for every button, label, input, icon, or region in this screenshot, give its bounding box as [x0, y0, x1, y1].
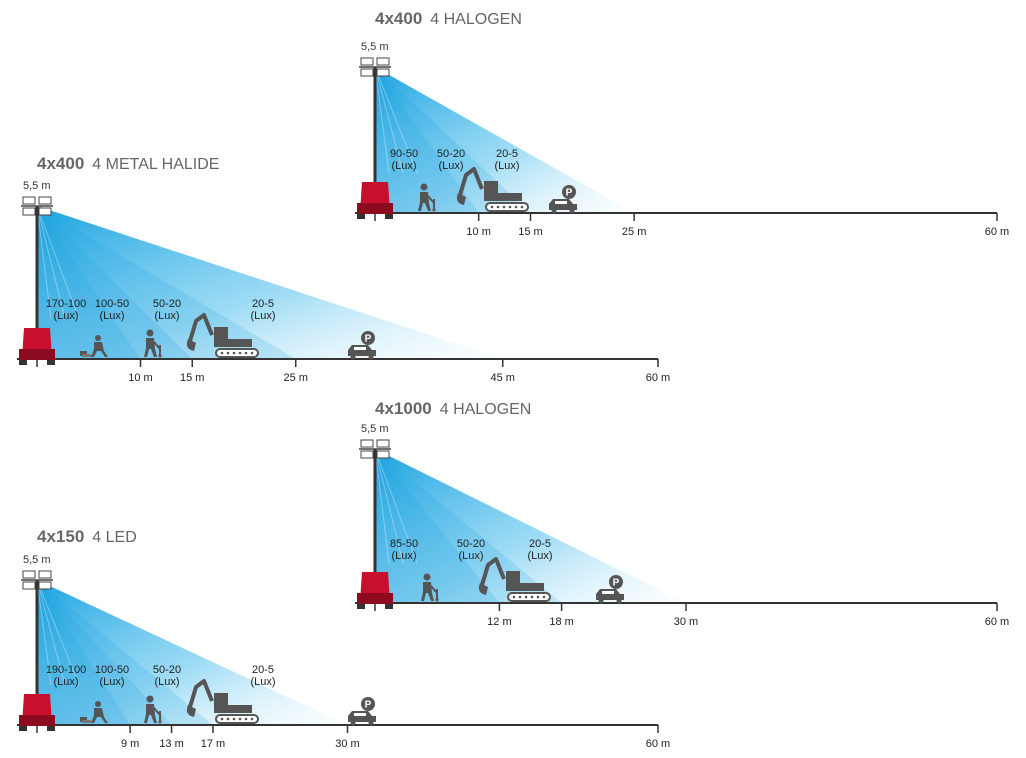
beam-ray [374, 66, 418, 174]
beam-ray [36, 579, 80, 686]
parking-car-icon [348, 697, 376, 726]
lux-unit: (Lux) [438, 160, 463, 172]
beam-zone [37, 580, 213, 725]
diagrams-root: 4x400 4 HALOGEN 5,5 m 10 m 15 m 25 m 60 m 90-50… [17, 9, 1009, 750]
distance-label: 25 m [622, 226, 646, 238]
lux-range: 85-50 [390, 538, 418, 550]
light-tower-icon [19, 694, 55, 731]
beam-zone [37, 206, 193, 359]
lux-range: 190-100 [46, 664, 86, 676]
distance-label: 25 m [284, 372, 308, 384]
lux-range: 20-5 [252, 298, 274, 310]
mast-height-label: 5,5 m [23, 554, 51, 566]
lux-range: 100-50 [95, 664, 129, 676]
distance-label: 9 m [121, 738, 139, 750]
beam-ray [374, 66, 390, 174]
diagram-halogen-1000: 4x1000 4 HALOGEN 5,5 m 12 m 18 m 30 m 60 m 85-5… [355, 399, 1009, 628]
lux-unit: (Lux) [53, 310, 78, 322]
distance-label: 60 m [985, 226, 1009, 238]
distance-label: 45 m [491, 372, 515, 384]
distance-label: 10 m [466, 226, 490, 238]
beam-zone [375, 67, 531, 213]
distance-label: 30 m [674, 616, 698, 628]
lux-range: 20-5 [252, 664, 274, 676]
distance-label: 60 m [985, 616, 1009, 628]
light-beam [37, 580, 348, 725]
diagram-led-150: 4x150 4 LED 5,5 m 9 m 13 m 17 m 30 m 60 m 190-10… [17, 527, 670, 750]
distance-label: 17 m [201, 738, 225, 750]
lux-unit: (Lux) [154, 676, 179, 688]
diagram-halogen-400: 4x400 4 HALOGEN 5,5 m 10 m 15 m 25 m 60 m 90-50… [355, 9, 1009, 238]
distance-label: 30 m [335, 738, 359, 750]
title-power: 4x150 [37, 527, 84, 546]
distance-label: 60 m [646, 738, 670, 750]
diagram-title: 4x1000 4 HALOGEN [375, 399, 531, 418]
light-beam [37, 206, 503, 359]
beam-zone [37, 206, 141, 359]
lux-range: 170-100 [46, 298, 86, 310]
beam-zone [375, 449, 562, 603]
beam-ray [36, 205, 52, 320]
beam-ray [36, 579, 52, 686]
title-power: 4x400 [37, 154, 84, 173]
lux-range: 100-50 [95, 298, 129, 310]
lux-unit: (Lux) [250, 676, 275, 688]
lux-unit: (Lux) [154, 310, 179, 322]
beam-ray [374, 66, 404, 174]
lux-unit: (Lux) [53, 676, 78, 688]
diagram-metal-halide-400: 4x400 4 METAL HALIDE 5,5 m 10 m 15 m 25 m 45 m… [17, 154, 670, 384]
beam-ray [374, 448, 404, 564]
lux-unit: (Lux) [250, 310, 275, 322]
distance-label: 10 m [128, 372, 152, 384]
lux-unit: (Lux) [99, 676, 124, 688]
lux-unit: (Lux) [458, 550, 483, 562]
lux-unit: (Lux) [391, 160, 416, 172]
distance-label: 60 m [646, 372, 670, 384]
beam-ray [36, 205, 66, 320]
lux-range: 20-5 [529, 538, 551, 550]
beam-zone [375, 449, 500, 603]
diagram-title: 4x400 4 METAL HALIDE [37, 154, 219, 173]
lux-range: 50-20 [457, 538, 485, 550]
lux-range: 90-50 [390, 148, 418, 160]
beam-ray [374, 448, 390, 564]
distance-label: 15 m [518, 226, 542, 238]
title-power: 4x400 [375, 9, 422, 28]
light-tower-icon [357, 572, 393, 609]
diagram-title: 4x150 4 LED [37, 527, 137, 546]
lux-range: 20-5 [496, 148, 518, 160]
beam-zone [37, 580, 172, 725]
light-beam [375, 67, 635, 213]
beam-ray [36, 205, 80, 320]
title-lamp-type: 4 LED [92, 529, 136, 546]
beam-zone [37, 580, 131, 725]
mast-height-label: 5,5 m [23, 180, 51, 192]
light-beam [375, 449, 686, 603]
distance-label: 15 m [180, 372, 204, 384]
distance-label: 13 m [159, 738, 183, 750]
lux-range: 50-20 [153, 298, 181, 310]
title-lamp-type: 4 METAL HALIDE [92, 156, 219, 173]
title-lamp-type: 4 HALOGEN [430, 11, 522, 28]
lux-unit: (Lux) [494, 160, 519, 172]
light-tower-icon [357, 182, 393, 219]
light-tower-icon [19, 328, 55, 365]
distance-label: 18 m [549, 616, 573, 628]
lux-range: 50-20 [153, 664, 181, 676]
beam-ray [36, 579, 66, 686]
mast-height-label: 5,5 m [361, 41, 389, 53]
beam-zone [37, 206, 296, 359]
lux-range: 50-20 [437, 148, 465, 160]
mast-height-label: 5,5 m [361, 423, 389, 435]
title-power: 4x1000 [375, 399, 432, 418]
diagram-title: 4x400 4 HALOGEN [375, 9, 522, 28]
beam-zone [375, 67, 479, 213]
beam-ray [374, 448, 418, 564]
lux-unit: (Lux) [99, 310, 124, 322]
lux-unit: (Lux) [527, 550, 552, 562]
title-lamp-type: 4 HALOGEN [440, 401, 532, 418]
lux-unit: (Lux) [391, 550, 416, 562]
distance-label: 12 m [487, 616, 511, 628]
